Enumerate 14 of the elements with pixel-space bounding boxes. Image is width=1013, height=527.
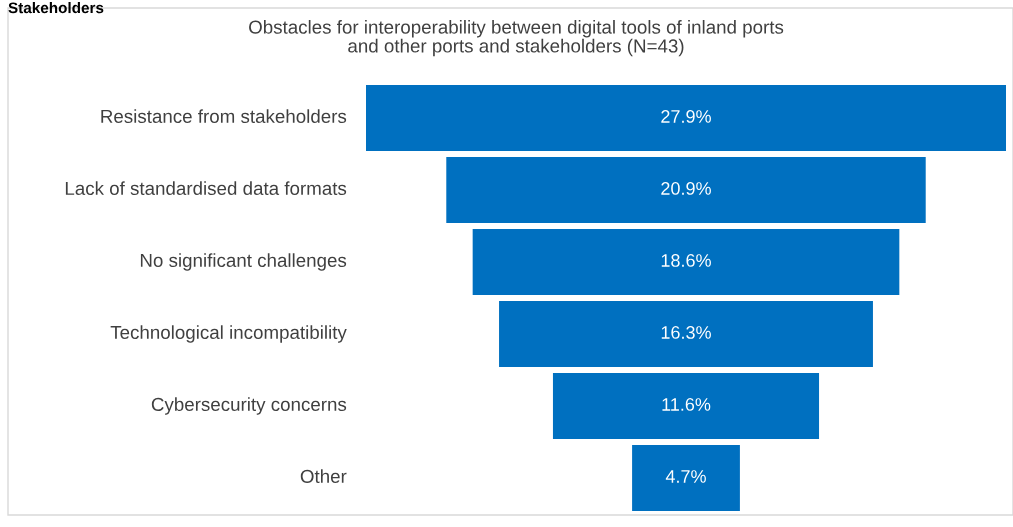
category-label: No significant challenges (140, 253, 347, 271)
data-label: 11.6% (662, 398, 711, 411)
category-label: Resistance from stakeholders (101, 109, 347, 124)
category-label: Technological incompatibility (110, 325, 347, 343)
category-label: Lack of standardised data formats (65, 181, 347, 196)
data-label: 27.9% (661, 110, 711, 123)
text: Obstacles for interoperability between digital tools of inland ports and other ports and stakeholders (N=43) (249, 20, 784, 57)
category-label: Cybersecurity concerns (151, 397, 347, 415)
text: Stakeholders (8, 2, 104, 14)
category-label: Other (300, 469, 347, 484)
data-label: 20.9% (661, 182, 711, 195)
data-label: 16.3% (661, 326, 711, 339)
data-label: 18.6% (661, 254, 711, 267)
data-label: 4.7% (665, 470, 706, 483)
